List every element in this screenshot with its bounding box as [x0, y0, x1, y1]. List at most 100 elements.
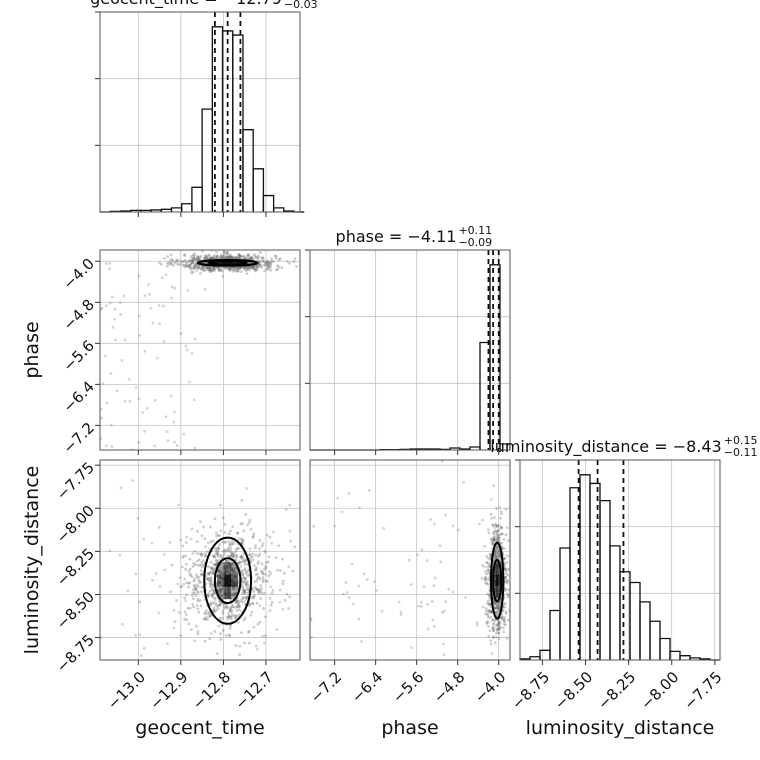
- sample-point: [243, 591, 247, 595]
- sample-point: [224, 559, 228, 563]
- sample-point: [169, 394, 173, 398]
- sample-point: [496, 555, 500, 559]
- sample-point: [475, 621, 479, 624]
- sample-point: [493, 602, 497, 606]
- sample-point: [108, 267, 112, 271]
- sample-point: [190, 257, 194, 261]
- sample-point: [312, 524, 316, 528]
- sample-point: [244, 597, 248, 601]
- sample-point: [228, 543, 232, 546]
- sample-point: [209, 570, 213, 574]
- sample-point: [495, 604, 499, 607]
- sample-point: [220, 554, 223, 558]
- sample-point: [226, 554, 230, 558]
- sample-point: [310, 618, 313, 622]
- sample-point: [187, 264, 191, 267]
- sample-point: [271, 259, 275, 263]
- sample-point: [216, 266, 220, 270]
- sample-point: [212, 254, 216, 258]
- sample-point: [288, 595, 292, 599]
- sample-point: [227, 540, 231, 544]
- sample-point: [209, 614, 213, 618]
- sample-point: [191, 270, 195, 274]
- sample-point: [162, 257, 166, 260]
- sample-point: [503, 575, 507, 579]
- sample-point: [486, 582, 490, 586]
- sample-point: [486, 556, 490, 560]
- sample-point: [211, 572, 214, 576]
- sample-point: [203, 554, 207, 558]
- sample-point: [497, 528, 501, 532]
- sample-point: [310, 616, 313, 620]
- sample-point: [506, 593, 510, 597]
- sample-point: [234, 644, 238, 648]
- sample-point: [198, 581, 202, 584]
- sample-point: [232, 270, 235, 273]
- sample-point: [451, 590, 455, 594]
- sample-point: [212, 589, 216, 593]
- sample-point: [500, 532, 504, 536]
- sample-point: [484, 576, 487, 579]
- sample-point: [216, 550, 220, 554]
- sample-point: [194, 262, 198, 266]
- sample-point: [211, 570, 215, 574]
- sample-point: [146, 406, 149, 410]
- sample-point: [210, 256, 213, 260]
- sample-point: [179, 585, 182, 589]
- sample-point: [230, 256, 234, 260]
- sample-point: [256, 256, 260, 259]
- sample-point: [485, 620, 489, 624]
- sample-point: [271, 589, 275, 592]
- sample-point: [490, 543, 494, 546]
- sample-point: [219, 268, 223, 272]
- sample-point: [203, 612, 207, 616]
- sample-point: [268, 609, 272, 613]
- sample-point: [201, 250, 204, 253]
- sample-point: [199, 569, 203, 572]
- sample-point: [230, 567, 234, 571]
- sample-point: [233, 592, 237, 596]
- sample-point: [495, 561, 499, 565]
- sample-point: [138, 633, 142, 637]
- sample-point: [196, 552, 199, 555]
- sample-point: [191, 257, 195, 261]
- sample-point: [237, 599, 241, 603]
- sample-point: [484, 609, 488, 613]
- sample-point: [497, 553, 501, 556]
- sample-point: [247, 553, 251, 557]
- sample-point: [255, 267, 259, 271]
- histogram-bar: [609, 545, 621, 660]
- sample-point: [227, 614, 231, 618]
- sample-point: [260, 265, 264, 269]
- sample-point: [266, 579, 269, 583]
- sample-point: [202, 266, 205, 270]
- sample-point: [268, 570, 272, 574]
- sample-point: [214, 563, 218, 567]
- sample-point: [495, 545, 499, 549]
- sample-point: [224, 266, 227, 270]
- sample-point: [214, 549, 218, 552]
- sample-point: [248, 602, 252, 606]
- sample-point: [285, 592, 289, 596]
- sample-point: [235, 547, 239, 550]
- sample-point: [490, 541, 494, 544]
- sample-point: [505, 581, 508, 585]
- sample-point: [504, 612, 508, 615]
- sample-point: [236, 266, 240, 270]
- sample-point: [494, 556, 498, 560]
- histogram-bar: [272, 207, 285, 212]
- sample-point: [282, 571, 286, 575]
- sample-point: [238, 560, 241, 564]
- sample-point: [228, 633, 231, 637]
- sample-point: [219, 253, 223, 257]
- sample-point: [498, 626, 502, 630]
- panel-frame: [99, 249, 301, 451]
- sample-point: [245, 486, 248, 490]
- sample-point: [230, 554, 234, 558]
- sample-point: [500, 526, 504, 530]
- sample-point: [497, 586, 501, 590]
- sample-point: [216, 554, 220, 558]
- sample-point: [229, 256, 233, 259]
- sample-point: [100, 307, 103, 311]
